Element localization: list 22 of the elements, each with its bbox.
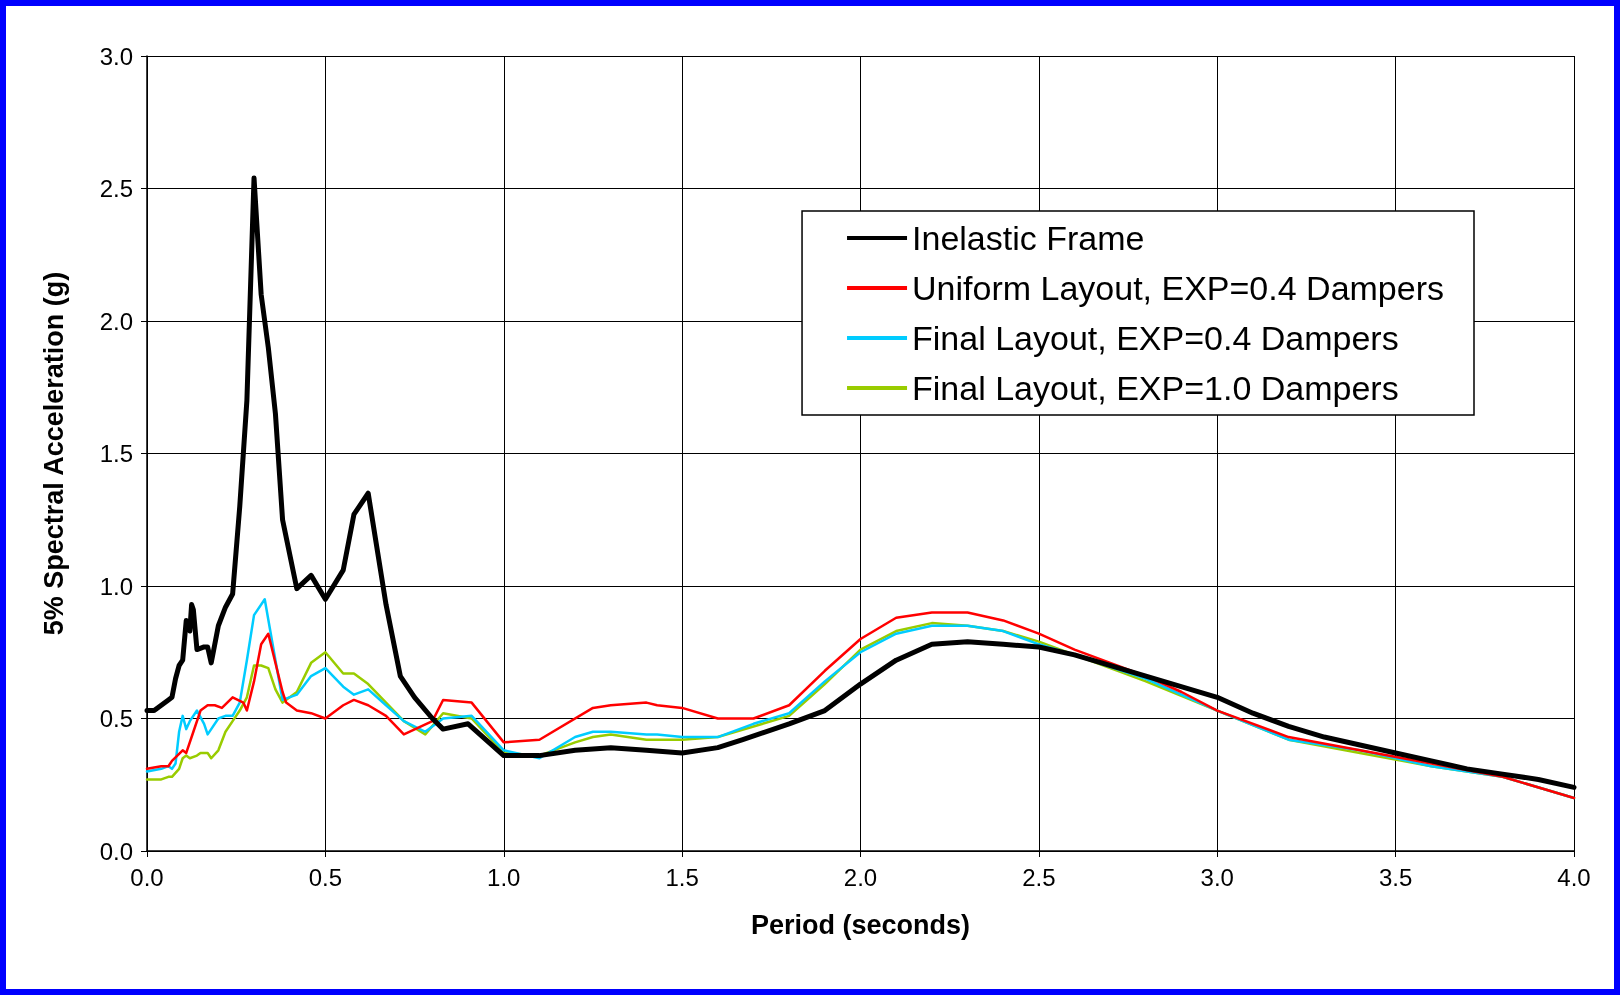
x-tick-label: 3.0 xyxy=(1200,863,1234,891)
legend-label: Final Layout, EXP=0.4 Dampers xyxy=(912,319,1399,357)
x-tick-label: 0.5 xyxy=(308,863,343,891)
y-tick-label: 2.0 xyxy=(99,307,133,335)
y-tick-label: 0.5 xyxy=(99,705,133,732)
x-tick-label: 2.0 xyxy=(843,863,878,891)
x-tick-label: 2.5 xyxy=(1022,863,1056,891)
x-tick-label: 3.5 xyxy=(1378,863,1413,891)
legend-label: Inelastic Frame xyxy=(912,219,1145,257)
x-axis-title: Period (seconds) xyxy=(750,909,971,940)
y-tick-label: 1.5 xyxy=(99,440,133,467)
x-tick-label: 1.0 xyxy=(487,863,521,891)
y-tick-label: 3.0 xyxy=(99,42,133,70)
x-tick-label: 1.5 xyxy=(665,863,699,891)
y-tick-label: 1.0 xyxy=(99,572,133,600)
y-axis-title: 5% Spectral Acceleration (g) xyxy=(38,271,69,636)
y-tick-label: 2.5 xyxy=(99,175,133,202)
x-tick-label: 0.0 xyxy=(130,863,164,891)
legend-label: Uniform Layout, EXP=0.4 Dampers xyxy=(912,269,1444,307)
x-tick-label: 4.0 xyxy=(1557,863,1591,891)
legend-label: Final Layout, EXP=1.0 Dampers xyxy=(912,369,1399,407)
y-tick-label: 0.0 xyxy=(99,837,133,865)
